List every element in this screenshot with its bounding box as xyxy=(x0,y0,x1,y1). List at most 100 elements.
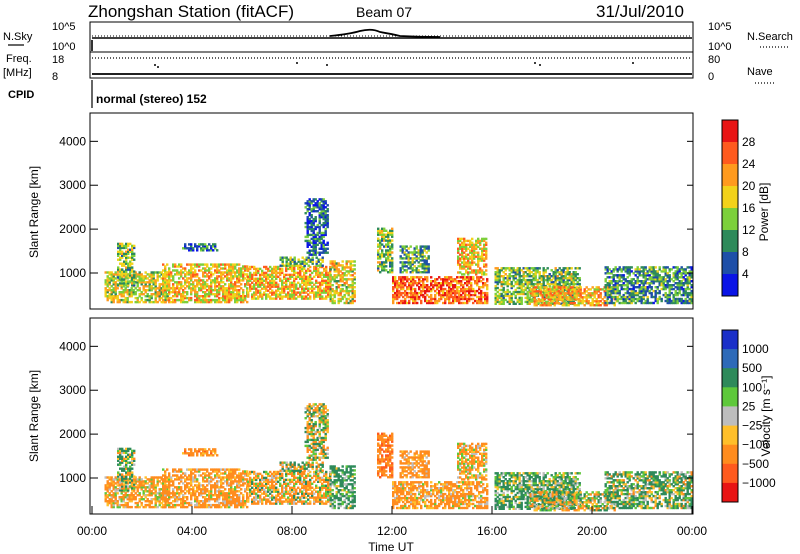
scatter-cell xyxy=(654,295,657,299)
scatter-cell xyxy=(196,296,199,300)
scatter-cell xyxy=(628,291,631,295)
scatter-cell xyxy=(476,299,479,303)
scatter-cell xyxy=(200,287,203,290)
scatter-cell xyxy=(259,273,262,277)
scatter-cell xyxy=(123,264,126,267)
scatter-cell xyxy=(312,247,315,250)
scatter-cell xyxy=(126,501,129,505)
scatter-cell xyxy=(142,482,145,485)
scatter-cell xyxy=(311,277,314,280)
scatter-cell xyxy=(672,287,675,291)
scatter-cell xyxy=(462,297,465,301)
scatter-cell xyxy=(398,282,401,285)
scatter-cell xyxy=(660,299,663,303)
scatter-cell xyxy=(129,262,132,265)
scatter-cell xyxy=(146,482,149,485)
scatter-cell xyxy=(172,289,175,292)
scatter-cell xyxy=(279,258,282,261)
scatter-cell xyxy=(412,287,415,291)
scatter-cell xyxy=(496,296,499,300)
scatter-cell xyxy=(484,301,487,305)
scatter-cell xyxy=(446,282,449,285)
scatter-cell xyxy=(289,260,292,263)
scatter-cell xyxy=(263,265,266,269)
scatter-cell xyxy=(134,277,137,280)
scatter-cell xyxy=(347,272,350,275)
scatter-cell xyxy=(644,274,647,277)
scatter-cell xyxy=(255,279,258,282)
scatter-cell xyxy=(389,269,392,272)
scatter-cell xyxy=(162,263,165,266)
scatter-cell xyxy=(462,295,465,299)
scatter-cell xyxy=(236,279,239,282)
scatter-cell xyxy=(571,302,574,305)
scatter-cell xyxy=(131,455,134,458)
scatter-cell xyxy=(654,274,657,277)
scatter-cell xyxy=(473,257,476,260)
scatter-cell xyxy=(226,296,229,300)
scatter-cell xyxy=(458,276,461,279)
scatter-cell xyxy=(112,287,115,290)
scatter-cell xyxy=(247,291,250,294)
scatter-cell xyxy=(124,300,127,304)
scatter-cell xyxy=(158,283,161,286)
scatter-cell xyxy=(188,277,191,280)
scatter-cell xyxy=(194,265,197,268)
scatter-cell xyxy=(121,256,124,259)
scatter-cell xyxy=(547,296,550,299)
scatter-cell xyxy=(456,291,459,295)
power-y-axis-label: Slant Range [km] xyxy=(27,166,41,258)
scatter-cell xyxy=(476,289,479,293)
scatter-cell xyxy=(480,280,483,283)
scatter-cell xyxy=(265,289,268,292)
scatter-cell xyxy=(127,266,130,269)
scatter-cell xyxy=(662,287,665,291)
scatter-cell xyxy=(549,294,552,297)
scatter-cell xyxy=(293,277,296,280)
scatter-cell xyxy=(475,245,478,248)
scatter-cell xyxy=(640,274,643,277)
scatter-cell xyxy=(565,292,568,295)
scatter-cell xyxy=(190,265,193,268)
scatter-cell xyxy=(126,494,129,497)
scatter-cell xyxy=(498,288,501,292)
scatter-cell xyxy=(283,281,286,284)
scatter-cell xyxy=(676,274,679,277)
scatter-cell xyxy=(202,279,205,282)
scatter-cell xyxy=(383,253,386,256)
scatter-cell xyxy=(306,216,309,219)
scatter-cell xyxy=(400,280,403,283)
scatter-cell xyxy=(420,276,423,279)
scatter-cell xyxy=(170,492,173,495)
scatter-cell xyxy=(174,298,177,302)
scatter-cell xyxy=(688,291,691,295)
scatter-cell xyxy=(460,287,463,291)
scatter-cell xyxy=(116,500,119,503)
scatter-cell xyxy=(134,273,137,276)
scatter-cell xyxy=(604,301,607,305)
scatter-cell xyxy=(391,231,394,234)
scatter-cell xyxy=(654,278,657,281)
scatter-cell xyxy=(351,284,354,287)
scatter-cell xyxy=(190,293,193,296)
scatter-cell xyxy=(291,289,294,292)
scatter-cell xyxy=(425,261,428,264)
scatter-cell xyxy=(180,287,183,290)
scatter-cell xyxy=(121,483,124,486)
scatter-cell xyxy=(162,293,165,296)
scatter-cell xyxy=(556,269,559,272)
scatter-cell xyxy=(299,265,302,269)
scatter-cell xyxy=(674,270,677,273)
scatter-cell xyxy=(125,276,128,279)
scatter-cell xyxy=(152,283,155,286)
scatter-cell xyxy=(565,304,568,307)
scatter-cell xyxy=(604,280,607,283)
scatter-cell xyxy=(228,271,231,274)
scatter-cell xyxy=(570,273,573,276)
scatter-cell xyxy=(650,286,653,289)
scatter-cell xyxy=(110,275,113,278)
scatter-cell xyxy=(322,225,325,229)
scatter-cell xyxy=(419,259,422,262)
scatter-cell xyxy=(533,292,536,295)
scatter-cell xyxy=(226,298,229,302)
